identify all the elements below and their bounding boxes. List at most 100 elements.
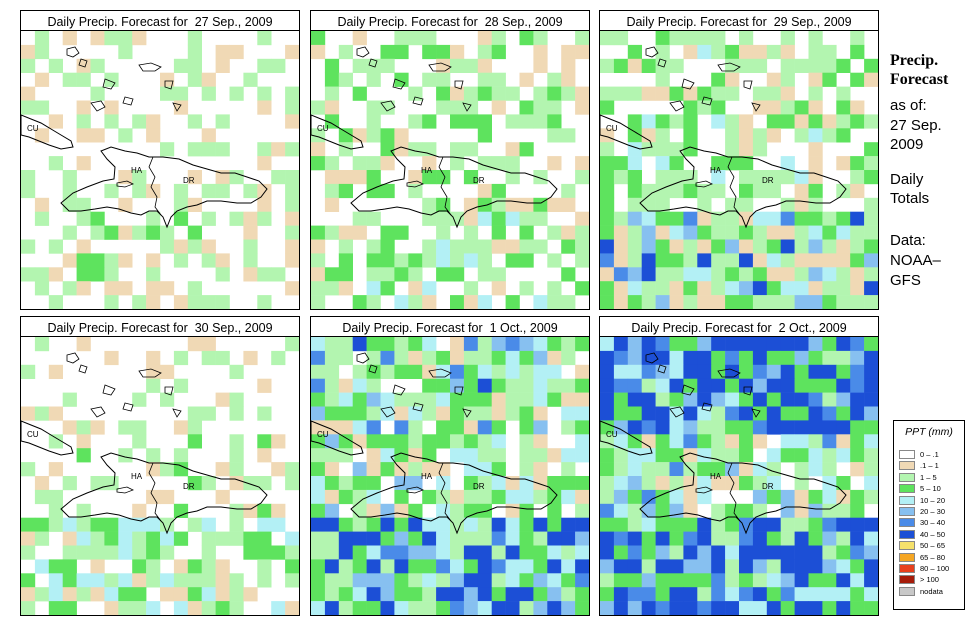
precip-cell (408, 253, 423, 268)
precip-cell (215, 170, 230, 185)
precip-cell (864, 448, 878, 463)
precip-cell (132, 225, 147, 240)
precip-cell (505, 531, 520, 546)
precip-cell (533, 462, 548, 477)
precip-cell (613, 587, 629, 602)
precip-cell (257, 100, 272, 115)
precip-cell (739, 44, 754, 60)
legend-label: 1 – 5 (920, 472, 937, 482)
precip-cell (271, 462, 286, 477)
precip-cell (519, 392, 534, 407)
precip-cell (519, 476, 534, 491)
coastline-island (66, 352, 80, 364)
precip-cell (794, 559, 809, 574)
precip-cell (450, 295, 465, 309)
coastline-island (701, 96, 713, 106)
precip-cell (311, 517, 326, 532)
precip-cell (780, 295, 795, 309)
precip-cell (243, 350, 258, 366)
precip-cell (505, 406, 520, 421)
precip-cell (822, 211, 837, 226)
precip-cell (187, 434, 202, 449)
precip-cell (600, 350, 615, 366)
precip-cell (21, 587, 36, 602)
precip-cell (600, 489, 615, 505)
precip-cell (794, 350, 809, 366)
precip-cell (627, 531, 642, 546)
precip-cell (655, 462, 670, 477)
precip-cell (766, 545, 781, 560)
precip-cell (229, 392, 244, 407)
precip-cell (519, 489, 534, 505)
precip-cell (641, 267, 656, 282)
precip-cell (311, 378, 326, 393)
precip-cell (436, 517, 451, 532)
precip-cell (808, 601, 823, 615)
precip-cell (229, 601, 244, 615)
legend-swatch (899, 450, 915, 459)
precip-cell (408, 142, 423, 157)
precip-cell (352, 559, 367, 574)
region-label: CU (27, 124, 39, 133)
precip-cell (850, 31, 865, 46)
precip-cell (352, 211, 367, 226)
precip-cell (669, 170, 684, 185)
precip-cell (794, 337, 809, 352)
precip-cell (311, 406, 326, 421)
precip-cell (794, 406, 809, 421)
precip-cell (725, 295, 740, 309)
precip-cell (794, 267, 809, 282)
precip-cell (491, 545, 506, 560)
precip-cell (380, 517, 395, 532)
precip-cell (766, 183, 781, 199)
precip-cell (808, 420, 823, 435)
precip-cell (519, 239, 534, 254)
forecast-panel-1: Daily Precip. Forecast for 27 Sep., 2009… (20, 10, 300, 310)
precip-cell (505, 587, 520, 602)
precip-cell (505, 601, 520, 615)
precip-cell (519, 559, 534, 574)
precip-cell (104, 253, 119, 268)
precip-cell (822, 517, 837, 532)
precip-cell (34, 531, 50, 546)
precip-cell (836, 517, 851, 532)
precip-cell (201, 253, 216, 268)
coastline-hispaniola (350, 146, 558, 229)
precip-cell (850, 531, 865, 546)
precip-cell (697, 44, 712, 60)
precip-cell (600, 31, 615, 46)
precip-cell (477, 337, 492, 352)
precip-cell (641, 337, 656, 352)
precip-cell (850, 337, 865, 352)
precip-cell (808, 448, 823, 463)
precip-cell (352, 434, 367, 449)
precip-cell (463, 573, 479, 588)
precip-cell (324, 517, 340, 532)
precip-cell (739, 337, 754, 352)
precip-cell (600, 517, 615, 532)
precip-cell (600, 462, 615, 477)
precip-cell (683, 44, 698, 60)
forecast-panel-3: Daily Precip. Forecast for 29 Sep., 2009… (599, 10, 879, 310)
precip-cell (408, 406, 423, 421)
precip-cell (380, 350, 395, 366)
precip-cell (408, 545, 423, 560)
sidebar-title-line1: Precip. (890, 52, 939, 69)
precip-cell (477, 211, 492, 226)
precip-cell (352, 156, 367, 171)
precip-cell (836, 545, 851, 560)
precip-cell (146, 211, 161, 226)
precip-cell (766, 337, 781, 352)
precip-cell (491, 44, 506, 60)
region-label: HA (421, 472, 433, 481)
precip-cell (352, 86, 367, 101)
precip-cell (324, 183, 340, 199)
precip-cell (780, 156, 795, 171)
precip-cell (655, 337, 670, 352)
precip-cell (132, 392, 147, 407)
precip-cell (477, 545, 492, 560)
precip-cell (394, 587, 409, 602)
precip-cell (683, 573, 698, 588)
precip-cell (627, 378, 642, 393)
coastline-island (172, 102, 182, 112)
